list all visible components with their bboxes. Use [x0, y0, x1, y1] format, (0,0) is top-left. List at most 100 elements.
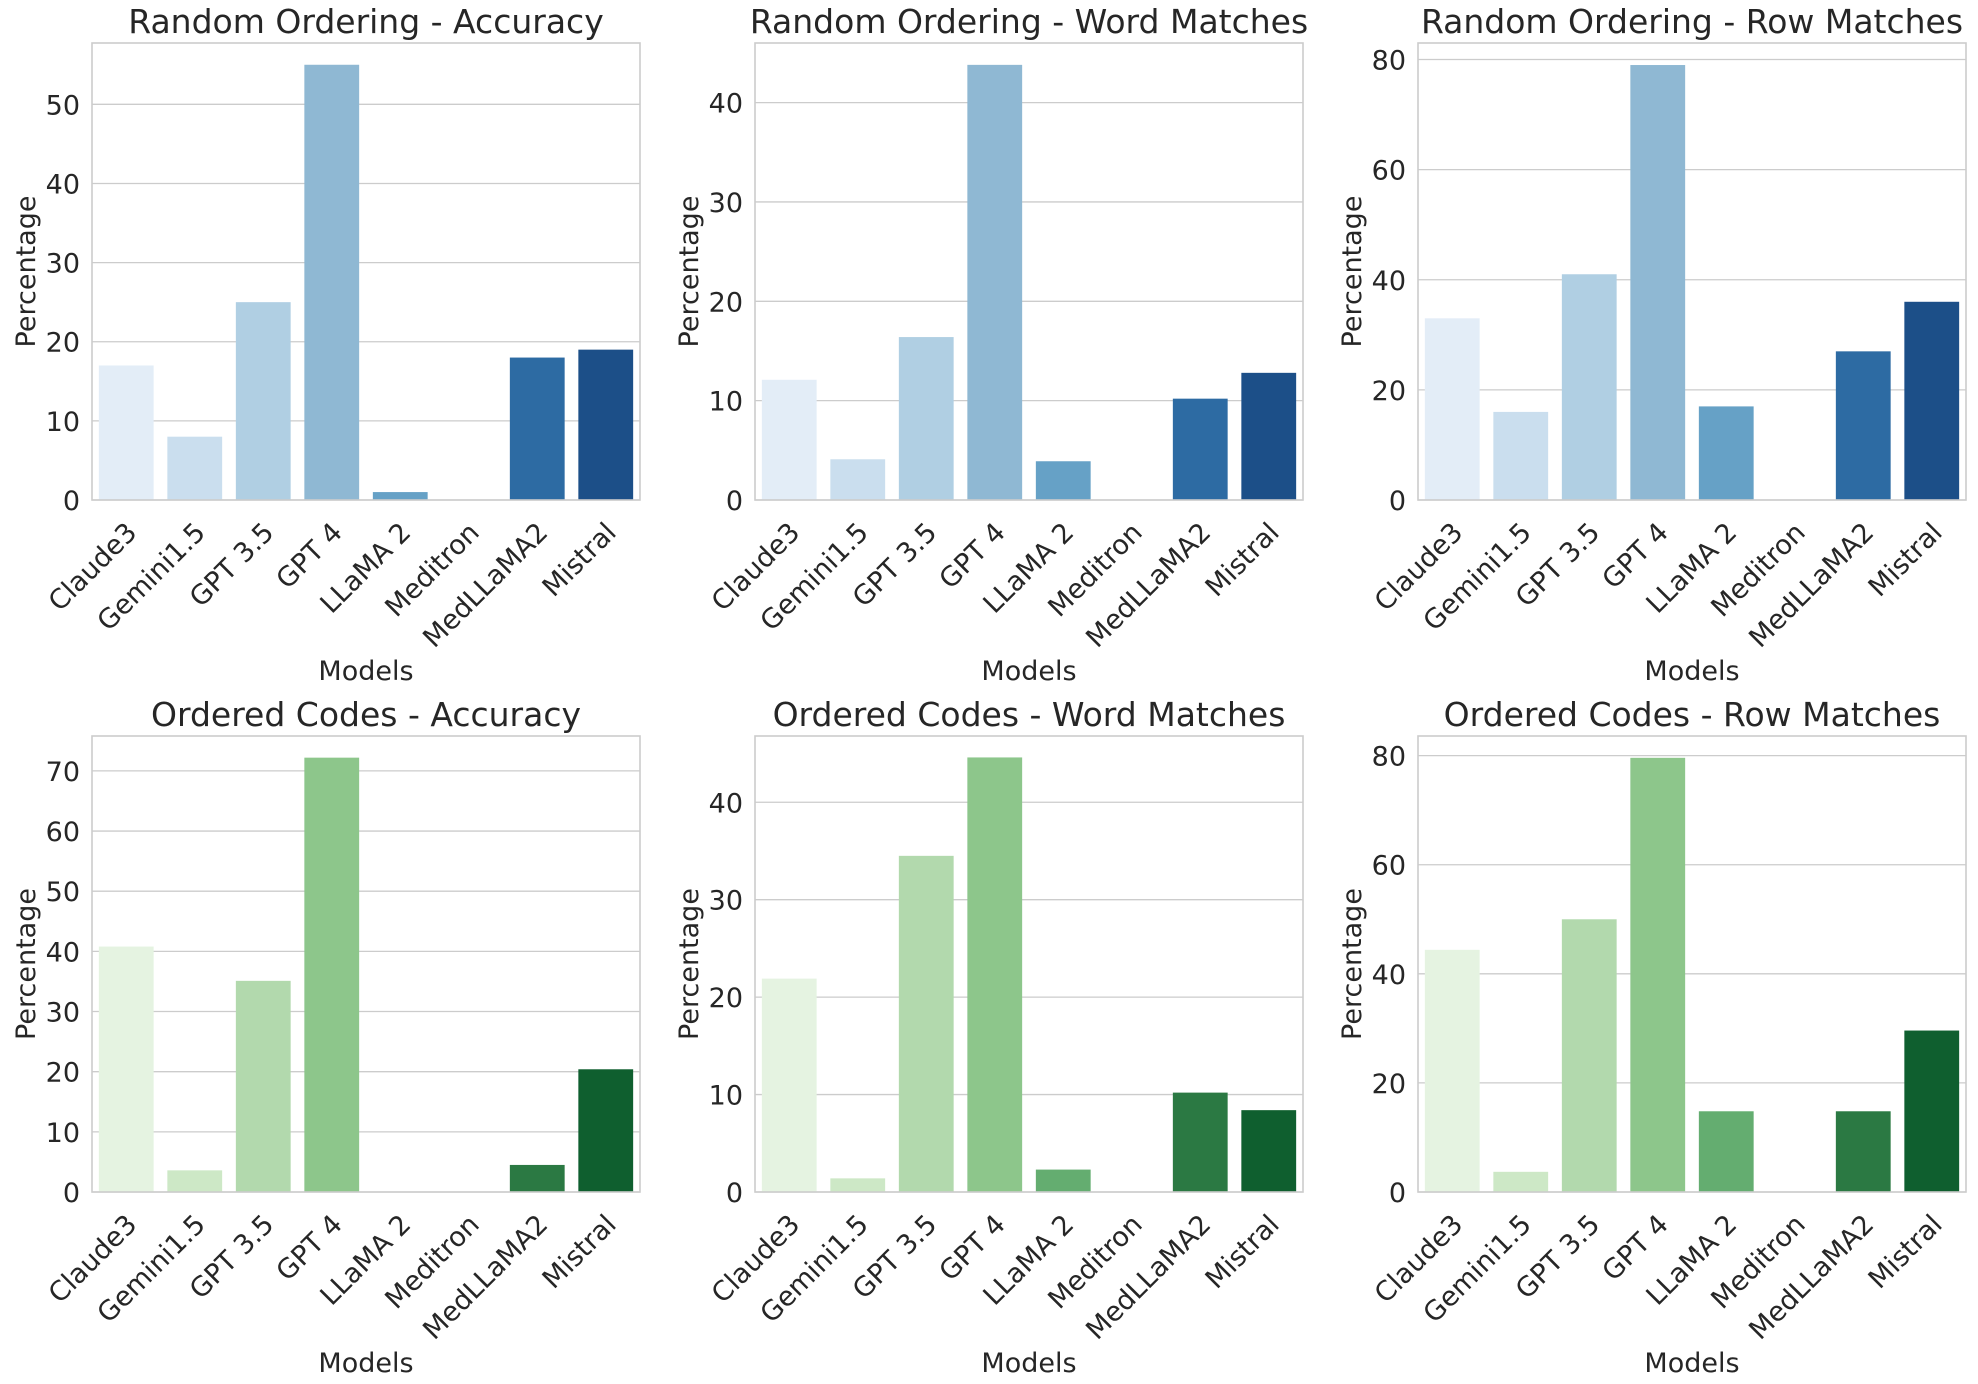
- y-tick-label: 30: [709, 886, 743, 917]
- y-tick-label: 10: [709, 1081, 743, 1112]
- y-tick-label: 40: [46, 169, 80, 200]
- bar-llama-2: [372, 492, 428, 500]
- bar-gemini1-5: [1493, 1171, 1549, 1192]
- chart-title: Ordered Codes - Word Matches: [773, 695, 1286, 734]
- y-tick-label: 80: [1372, 46, 1406, 77]
- bar-gpt-4: [967, 64, 1023, 501]
- y-tick-label: 60: [1372, 851, 1406, 882]
- bar-claude3: [761, 978, 817, 1192]
- bar-llama-2: [1035, 461, 1091, 500]
- x-axis-label: Models: [318, 656, 413, 687]
- y-tick-label: 20: [1372, 376, 1406, 407]
- y-tick-label: 80: [1372, 742, 1406, 773]
- bar-gemini1-5: [167, 1170, 223, 1192]
- y-tick-label: 0: [1389, 1178, 1406, 1209]
- y-tick-label: 0: [726, 1178, 743, 1209]
- x-axis-label: Models: [318, 1348, 413, 1379]
- y-tick-label: 0: [1389, 486, 1406, 517]
- bar-gemini1-5: [830, 1178, 886, 1192]
- y-tick-label: 40: [1372, 266, 1406, 297]
- x-tick-label: Mistral: [1200, 517, 1286, 603]
- x-axis-label: Models: [1644, 656, 1739, 687]
- y-axis-label: Percentage: [1337, 196, 1368, 348]
- x-tick-label: Mistral: [537, 517, 623, 603]
- bar-gpt-4: [1630, 757, 1686, 1192]
- bar-medllama2: [1172, 1092, 1228, 1192]
- bar-gemini1-5: [1493, 411, 1549, 500]
- bar-llama-2: [1698, 406, 1754, 500]
- bar-mistral: [578, 349, 634, 500]
- chart-title: Ordered Codes - Accuracy: [151, 695, 581, 734]
- bar-claude3: [98, 946, 154, 1192]
- bar-gemini1-5: [167, 436, 223, 500]
- bar-llama-2: [1698, 1111, 1754, 1192]
- y-tick-label: 10: [709, 387, 743, 418]
- y-tick-label: 0: [63, 1178, 80, 1209]
- bar-gpt-3-5: [898, 337, 954, 500]
- bar-mistral: [1904, 301, 1960, 500]
- y-tick-label: 70: [46, 757, 80, 788]
- bar-mistral: [1904, 1030, 1960, 1192]
- y-tick-label: 20: [46, 328, 80, 359]
- y-tick-label: 30: [46, 249, 80, 280]
- bar-mistral: [1241, 372, 1297, 500]
- bar-claude3: [1424, 318, 1480, 500]
- y-tick-label: 10: [46, 1118, 80, 1149]
- x-tick-label: Mistral: [1200, 1209, 1286, 1295]
- bar-gpt-4: [304, 757, 360, 1192]
- bar-claude3: [761, 379, 817, 500]
- y-tick-label: 20: [46, 1058, 80, 1089]
- plot-frame: [91, 42, 641, 501]
- x-axis-label: Models: [1644, 1348, 1739, 1379]
- y-tick-label: 20: [1372, 1069, 1406, 1100]
- bar-gpt-4: [967, 757, 1023, 1192]
- bar-medllama2: [509, 1164, 565, 1192]
- bar-mistral: [578, 1069, 634, 1192]
- y-tick-label: 0: [63, 486, 80, 517]
- plot-frame: [754, 42, 1304, 501]
- chart-title: Ordered Codes - Row Matches: [1444, 695, 1941, 734]
- x-tick-label: Mistral: [537, 1209, 623, 1295]
- y-tick-label: 40: [709, 89, 743, 120]
- plot-frame: [91, 735, 641, 1193]
- x-axis-label: Models: [981, 1348, 1076, 1379]
- bar-mistral: [1241, 1110, 1297, 1192]
- y-tick-label: 40: [709, 788, 743, 819]
- y-axis-label: Percentage: [1337, 888, 1368, 1040]
- y-axis-label: Percentage: [674, 196, 705, 348]
- bar-claude3: [98, 365, 154, 500]
- y-tick-label: 20: [709, 983, 743, 1014]
- x-tick-label: Mistral: [1863, 1209, 1949, 1295]
- plot-frame: [754, 735, 1304, 1193]
- y-tick-label: 50: [46, 90, 80, 121]
- y-tick-label: 30: [46, 998, 80, 1029]
- y-tick-label: 60: [1372, 156, 1406, 187]
- bar-gpt-3-5: [1561, 274, 1617, 500]
- x-tick-label: Mistral: [1863, 517, 1949, 603]
- bar-gpt-4: [304, 64, 360, 500]
- y-tick-label: 30: [709, 188, 743, 219]
- bar-gpt-3-5: [235, 980, 291, 1192]
- bar-gpt-3-5: [1561, 919, 1617, 1192]
- bar-medllama2: [1835, 1111, 1891, 1192]
- y-tick-label: 40: [1372, 960, 1406, 991]
- chart-title: Random Ordering - Row Matches: [1421, 2, 1963, 41]
- y-tick-label: 60: [46, 817, 80, 848]
- bar-medllama2: [509, 357, 565, 500]
- chart-title: Random Ordering - Word Matches: [750, 2, 1308, 41]
- chart-title: Random Ordering - Accuracy: [128, 2, 603, 41]
- bar-medllama2: [1835, 351, 1891, 500]
- y-tick-label: 40: [46, 937, 80, 968]
- bar-gemini1-5: [830, 459, 886, 500]
- y-tick-label: 0: [726, 486, 743, 517]
- y-axis-label: Percentage: [11, 888, 42, 1040]
- bar-medllama2: [1172, 398, 1228, 500]
- bar-gpt-3-5: [235, 302, 291, 500]
- bar-gpt-3-5: [898, 855, 954, 1192]
- y-tick-label: 50: [46, 877, 80, 908]
- bar-claude3: [1424, 949, 1480, 1192]
